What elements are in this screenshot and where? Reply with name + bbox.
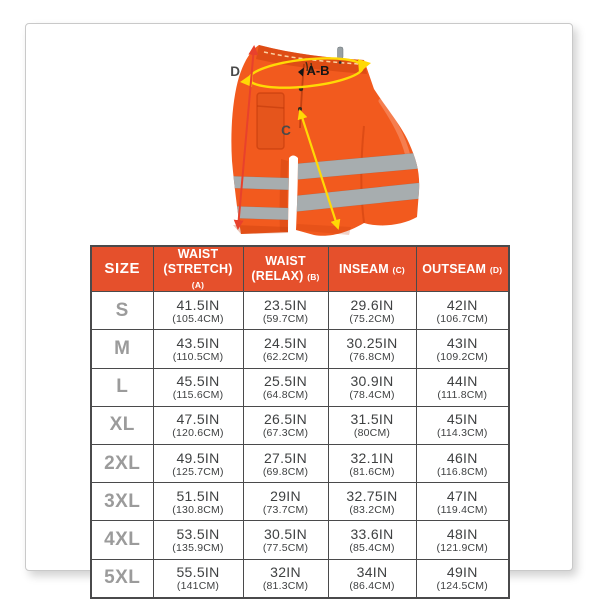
measurement-cell: 47.5IN (120.6CM) (152, 405, 244, 446)
table-body: S 41.5IN (105.4CM) 23.5IN (59.7CM) 29.6IN (75.… (90, 291, 510, 599)
size-label: 3XL (90, 482, 154, 522)
measurement-cell: 23.5IN (59.7CM) (242, 291, 329, 331)
size-chart-table: SIZE WAIST (STRETCH) (A) WAIST (RELAX) (B) IN… (90, 245, 510, 599)
measurement-cell: 30.9IN (78.4CM) (327, 367, 417, 407)
measurement-cell: 32.75IN (83.2CM) (327, 482, 417, 522)
inseam-arrow: C (281, 109, 341, 230)
table-row-3xl: 3XL 51.5IN (130.8CM) 29IN (73.7CM) 32.75IN (83… (90, 482, 510, 522)
measurement-cell: 43.5IN (110.5CM) (152, 329, 244, 369)
size-label: 2XL (90, 443, 154, 484)
measurement-cell: 49IN (124.5CM) (415, 558, 510, 599)
column-header-waist-stretch: WAIST (STRETCH) (A) (152, 245, 244, 293)
column-header-waist-relax: WAIST (RELAX) (B) (242, 245, 329, 293)
outseam-arrow: D (230, 45, 259, 230)
measurement-cell: 41.5IN (105.4CM) (152, 291, 244, 331)
column-header-inseam: INSEAM (C) (327, 245, 417, 293)
measurement-cell: 45.5IN (115.6CM) (152, 367, 244, 407)
measurement-cell: 42IN (106.7CM) (415, 291, 510, 331)
size-label: L (90, 367, 154, 407)
size-label: XL (90, 405, 154, 446)
table-row-s: S 41.5IN (105.4CM) 23.5IN (59.7CM) 29.6IN (75.… (90, 291, 510, 331)
size-label: 5XL (90, 558, 154, 599)
measurement-cell: 29IN (73.7CM) (242, 482, 329, 522)
measurement-cell: 31.5IN (80CM) (327, 405, 417, 446)
measurement-cell: 30.5IN (77.5CM) (242, 520, 329, 560)
snap-button (298, 107, 302, 111)
table-row-m: M 43.5IN (110.5CM) 24.5IN (62.2CM) 30.25IN (76… (90, 329, 510, 369)
measurement-cell: 32.1IN (81.6CM) (327, 443, 417, 484)
measurement-cell: 55.5IN (141CM) (152, 558, 244, 599)
measurement-cell: 48IN (121.9CM) (415, 520, 510, 560)
measurement-cell: 47IN (119.4CM) (415, 482, 510, 522)
table-header: SIZE WAIST (STRETCH) (A) WAIST (RELAX) (B) IN… (90, 245, 510, 293)
measurement-cell: 43IN (109.2CM) (415, 329, 510, 369)
drawstring (263, 51, 360, 65)
zipper-pull-icon (337, 46, 344, 64)
table-row-2xl: 2XL 49.5IN (125.7CM) 27.5IN (69.8CM) 32.1IN (8… (90, 443, 510, 484)
table-row-5xl: 5XL 55.5IN (141CM) 32IN (81.3CM) 34IN (86.4CM)… (90, 558, 510, 599)
size-label: S (90, 291, 154, 331)
size-chart-sheet: A-B D C SIZE WAIST (STRETCH) (A) WAIST (RELA… (25, 23, 573, 599)
size-label: 4XL (90, 520, 154, 560)
cargo-pocket (256, 92, 285, 150)
outseam-arrow-label: D (230, 64, 240, 79)
measurement-cell: 49.5IN (125.7CM) (152, 443, 244, 484)
size-label: M (90, 329, 154, 369)
measurement-cell: 44IN (111.8CM) (415, 367, 510, 407)
table-row-l: L 45.5IN (115.6CM) 25.5IN (64.8CM) 30.9IN (78.… (90, 367, 510, 407)
measurement-cell: 51.5IN (130.8CM) (152, 482, 244, 522)
measurement-cell: 46IN (116.8CM) (415, 443, 510, 484)
measurement-cell: 24.5IN (62.2CM) (242, 329, 329, 369)
measurement-cell: 27.5IN (69.8CM) (242, 443, 329, 484)
measurement-cell: 33.6IN (85.4CM) (327, 520, 417, 560)
measurement-cell: 25.5IN (64.8CM) (242, 367, 329, 407)
arrowhead-icon (358, 59, 371, 73)
table-row-xl: XL 47.5IN (120.6CM) 26.5IN (67.3CM) 31.5IN (80… (90, 405, 510, 446)
table-row-4xl: 4XL 53.5IN (135.9CM) 30.5IN (77.5CM) 33.6IN (8… (90, 520, 510, 560)
waist-measure-label: A-B (306, 63, 329, 78)
measurement-cell: 45IN (114.3CM) (415, 405, 510, 446)
measurement-cell: 26.5IN (67.3CM) (242, 405, 329, 446)
inseam-arrow-label: C (281, 123, 291, 138)
measurement-cell: 30.25IN (76.8CM) (327, 329, 417, 369)
measurement-cell: 34IN (86.4CM) (327, 558, 417, 599)
measurement-cell: 32IN (81.3CM) (242, 558, 329, 599)
column-header-size: SIZE (90, 245, 154, 293)
pants-illustration: A-B D C (230, 45, 420, 236)
measurement-cell: 29.6IN (75.2CM) (327, 291, 417, 331)
measurement-cell: 53.5IN (135.9CM) (152, 520, 244, 560)
column-header-outseam: OUTSEAM (D) (415, 245, 510, 293)
